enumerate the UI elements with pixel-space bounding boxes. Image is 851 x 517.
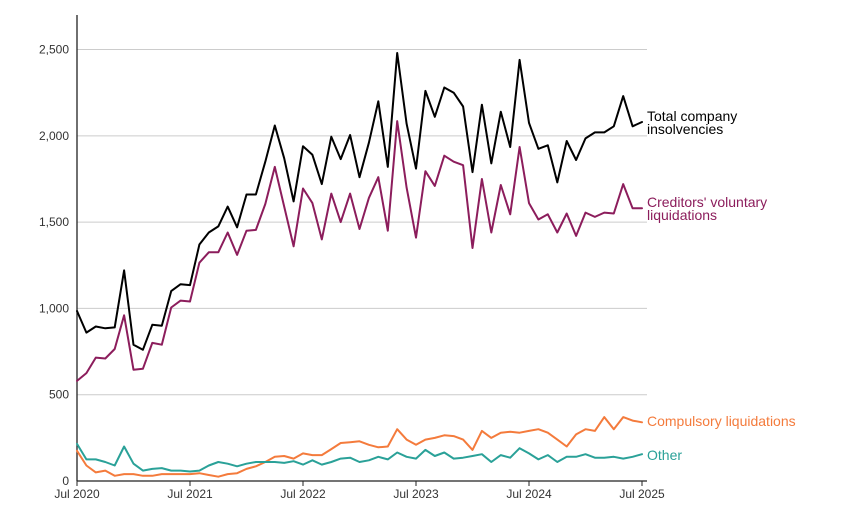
series-label: liquidations xyxy=(647,207,717,223)
x-tick-label: Jul 2025 xyxy=(619,487,665,501)
series-label: Creditors' voluntary xyxy=(647,194,767,210)
series-label: insolvencies xyxy=(647,121,723,137)
y-tick-label: 0 xyxy=(62,474,69,488)
series-line-2 xyxy=(76,416,643,478)
series-lines xyxy=(76,52,643,478)
x-tick-label: Jul 2021 xyxy=(167,487,213,501)
x-tick-label: Jul 2024 xyxy=(506,487,552,501)
x-tick-label: Jul 2023 xyxy=(393,487,439,501)
x-tick-labels: Jul 2020 Jul 2021 Jul 2022 Jul 2023 Jul 2024… xyxy=(54,481,665,501)
series-line-3 xyxy=(76,442,643,473)
y-tick-label: 2,500 xyxy=(39,43,69,57)
series-label: Compulsory liquidations xyxy=(647,413,796,429)
x-tick-label: Jul 2020 xyxy=(54,487,100,501)
x-tick-label: Jul 2022 xyxy=(280,487,326,501)
y-tick-label: 1,500 xyxy=(39,215,69,229)
axes xyxy=(76,15,647,482)
series-label: Total company xyxy=(647,108,737,124)
y-tick-label: 500 xyxy=(49,388,69,402)
y-tick-label: 1,000 xyxy=(39,301,69,315)
y-tick-labels: 0 500 1,000 1,500 2,000 2,500 xyxy=(39,43,69,488)
series-line-1 xyxy=(76,120,643,382)
y-tick-label: 2,000 xyxy=(39,129,69,143)
series-label: Other xyxy=(647,447,682,463)
series-line-0 xyxy=(76,52,643,351)
